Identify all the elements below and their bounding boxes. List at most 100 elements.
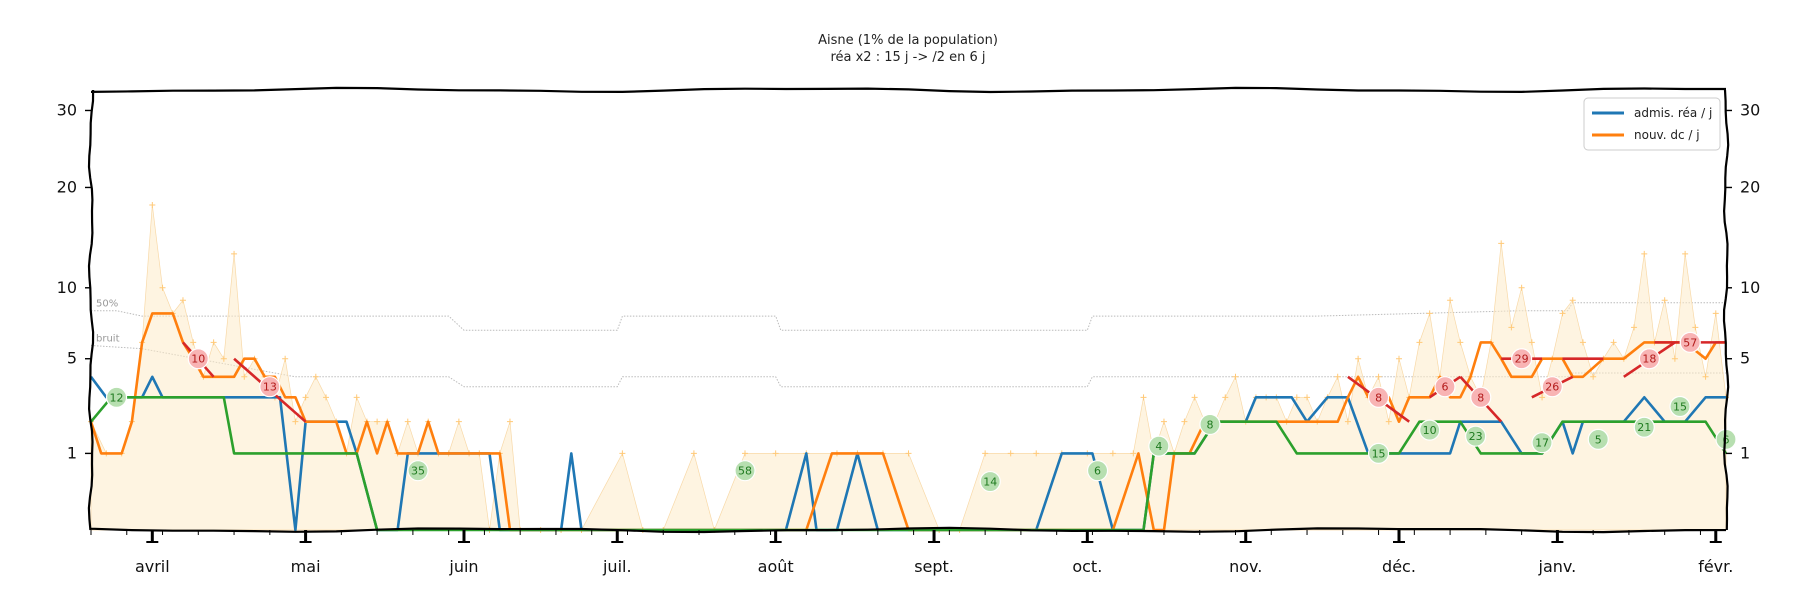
up-bubble-4 [1470,386,1492,408]
noise-marker [159,284,166,291]
x-month-label-4: août [758,557,794,576]
noise-marker [1590,373,1597,380]
up-bubble-label-8: 18 [1642,353,1656,366]
noise-marker [190,339,197,346]
down-bubble-label-8: 10 [1423,424,1437,437]
y-tick-label-left-4: 30 [57,100,77,119]
noise-marker [404,418,411,425]
up-bubble-label-3: 6 [1441,381,1448,394]
series-line-0 [89,375,1726,532]
noise-marker [292,418,299,425]
noise-marker [1007,450,1014,457]
noise-marker [1702,373,1709,380]
noise-marker [231,250,238,257]
up-bubble-0 [187,348,209,370]
down-bubble-11 [1587,428,1609,450]
up-bubble-label-0: 10 [191,353,205,366]
noise-marker [1447,297,1454,304]
down-bubble-label-1: 35 [411,465,425,478]
y-tick-label-left-2: 10 [57,278,77,297]
noise-marker [1334,373,1341,380]
noise-marker [1641,250,1648,257]
up-bubble-8 [1638,348,1660,370]
reference-lines: 50% bruit [90,299,1726,388]
noise-marker [1528,339,1535,346]
noise-marker [1375,373,1382,380]
noise-marker [1385,418,1392,425]
noise-marker [1160,418,1167,425]
x-month-label-10: févr. [1698,557,1733,576]
down-bubble-2 [734,460,756,482]
noise-marker [1396,355,1402,362]
x-axis: avril mai juin juil. août sept. oct. nov. déc. ja… [90,530,1733,576]
x-month-label-8: déc. [1382,557,1416,576]
down-bubble-8 [1419,419,1441,441]
down-bubble-7 [1367,442,1390,465]
noise-marker [179,297,186,304]
noise-marker [323,394,330,401]
reference-line-0 [91,302,1726,331]
down-bubble-12 [1633,416,1655,438]
noise-marker [210,339,217,346]
y-tick-label-left-0: 1 [67,443,77,462]
down-bubble-label-2: 58 [738,465,752,478]
up-bubble-label-5: 29 [1515,353,1529,366]
down-bubble-label-3: 14 [983,476,997,489]
legend-label-dc: nouv. dc / j [1634,128,1700,142]
noise-marker [1232,373,1239,380]
legend-box [1583,97,1721,151]
up-bubble-label-4: 8 [1477,391,1484,404]
noise-marker [1344,418,1351,425]
noise-marker [282,355,289,362]
noise-marker [1539,394,1546,401]
noise-marker [690,450,697,457]
down-bubble-13 [1669,395,1691,418]
noise-marker [1140,394,1147,401]
noise-marker [1426,310,1433,317]
noise-marker [1518,284,1525,291]
noise-marker [1033,450,1040,457]
x-month-label-7: nov. [1229,557,1262,576]
up-bubble-label-1: 13 [263,381,277,394]
x-month-label-1: mai [291,557,321,576]
x-month-label-9: janv. [1538,557,1577,576]
down-bubble-3 [979,470,1001,493]
noise-marker [1671,355,1678,362]
legend: admis. réa / j nouv. dc / j [1583,97,1721,151]
down-bubble-label-7: 15 [1372,447,1386,460]
down-bubble-0 [105,386,128,408]
up-bubble-6 [1541,376,1563,398]
noise-marker [772,450,779,457]
noise-marker [1631,324,1638,331]
noise-marker [742,450,748,457]
down-bubble-label-0: 12 [110,391,124,404]
noise-marker [1579,339,1586,346]
noise-marker [241,373,248,380]
up-bubble-3 [1434,376,1456,398]
x-month-label-6: oct. [1072,557,1102,576]
noise-marker [1692,324,1699,331]
noise-marker [1222,394,1229,401]
reference-line-1 [90,345,1726,388]
noise-marker [1130,450,1137,457]
noise-marker [1304,394,1311,401]
down-bubble-label-9: 23 [1469,430,1483,443]
reference-label-1: bruit [96,334,120,345]
noise-marker [1293,394,1300,401]
noise-marker [1355,355,1362,362]
reference-label-0: 50% [96,299,118,310]
noise-marker [455,418,462,425]
noise-marker [1416,339,1423,346]
noise-marker [506,418,513,425]
noise-marker [1559,310,1566,317]
down-bubble-label-12: 21 [1637,421,1651,434]
chart-title: Aisne (1% de la population) [818,33,998,48]
up-bubble-label-9: 57 [1683,336,1697,349]
noise-marker [1712,310,1719,317]
down-bubble-label-5: 4 [1155,440,1162,453]
noise-marker [302,394,309,401]
y-tick-label-right-3: 20 [1740,177,1760,196]
noise-marker [1109,450,1116,457]
